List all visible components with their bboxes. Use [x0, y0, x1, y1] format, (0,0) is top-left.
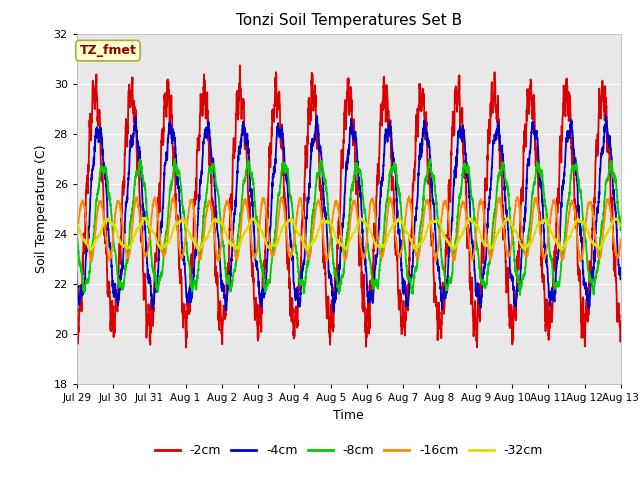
- -32cm: [195, 248, 203, 253]
- -2cm: [236, 62, 244, 68]
- -8cm: [171, 156, 179, 162]
- -2cm: [135, 174, 143, 180]
- -4cm: [617, 268, 625, 274]
- -16cm: [135, 208, 143, 214]
- -32cm: [617, 223, 625, 229]
- -32cm: [282, 223, 289, 228]
- -2cm: [548, 319, 556, 325]
- Title: Tonzi Soil Temperatures Set B: Tonzi Soil Temperatures Set B: [236, 13, 462, 28]
- -8cm: [305, 257, 313, 263]
- -16cm: [88, 259, 95, 265]
- -16cm: [282, 221, 289, 227]
- -16cm: [405, 193, 413, 199]
- -4cm: [607, 147, 614, 153]
- -4cm: [167, 131, 175, 136]
- Line: -8cm: -8cm: [77, 159, 621, 295]
- -16cm: [73, 233, 81, 239]
- -4cm: [282, 168, 289, 174]
- -2cm: [617, 332, 625, 338]
- -2cm: [182, 345, 190, 350]
- Text: TZ_fmet: TZ_fmet: [79, 44, 136, 57]
- -8cm: [167, 183, 175, 189]
- -4cm: [135, 150, 143, 156]
- -8cm: [548, 259, 556, 265]
- -8cm: [516, 292, 524, 298]
- -2cm: [305, 104, 313, 109]
- -32cm: [167, 233, 175, 239]
- -16cm: [548, 205, 556, 211]
- -32cm: [305, 244, 313, 250]
- -8cm: [282, 166, 289, 171]
- -4cm: [73, 268, 81, 274]
- -16cm: [168, 203, 175, 208]
- -8cm: [617, 228, 625, 233]
- -2cm: [282, 204, 290, 209]
- -4cm: [330, 309, 338, 315]
- -8cm: [135, 167, 143, 172]
- Legend: -2cm, -4cm, -8cm, -16cm, -32cm: -2cm, -4cm, -8cm, -16cm, -32cm: [150, 439, 548, 462]
- Line: -4cm: -4cm: [77, 116, 621, 312]
- -2cm: [607, 189, 614, 194]
- -32cm: [73, 221, 81, 227]
- -32cm: [607, 226, 614, 232]
- -32cm: [135, 225, 143, 230]
- -16cm: [305, 254, 313, 260]
- -8cm: [73, 229, 81, 235]
- -4cm: [602, 113, 610, 119]
- -2cm: [167, 110, 175, 116]
- Line: -2cm: -2cm: [77, 65, 621, 348]
- -8cm: [607, 160, 614, 166]
- -4cm: [548, 294, 556, 300]
- -16cm: [607, 208, 614, 214]
- -16cm: [617, 237, 625, 242]
- X-axis label: Time: Time: [333, 408, 364, 421]
- -4cm: [305, 185, 313, 191]
- -32cm: [548, 229, 556, 235]
- Line: -16cm: -16cm: [77, 196, 621, 262]
- Line: -32cm: -32cm: [77, 217, 621, 251]
- -2cm: [73, 299, 81, 304]
- Y-axis label: Soil Temperature (C): Soil Temperature (C): [35, 144, 48, 273]
- -32cm: [504, 215, 512, 220]
